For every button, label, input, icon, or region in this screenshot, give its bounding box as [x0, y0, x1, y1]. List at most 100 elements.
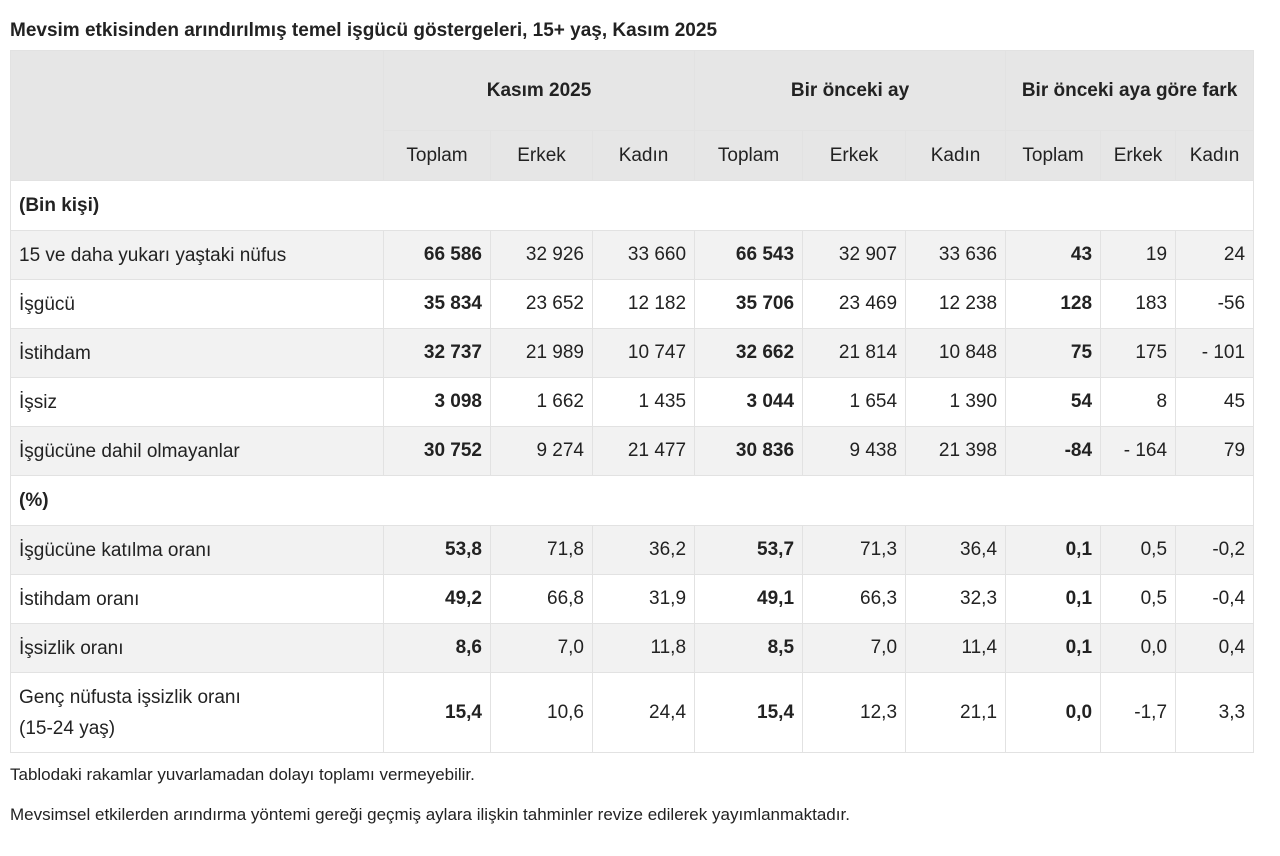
cell-value: 12 238	[905, 279, 1007, 329]
cell-value: 79	[1175, 426, 1255, 476]
cell-value: 33 660	[591, 230, 696, 280]
row-label: 15 ve daha yukarı yaştaki nüfus	[10, 230, 384, 280]
data-row: İstihdam oranı 49,2 66,8 31,9 49,1 66,3 32,3 0,…	[10, 574, 1255, 624]
cell-value: 175	[1100, 328, 1177, 378]
cell-value: 10,6	[490, 672, 593, 753]
column-header: Toplam	[694, 130, 804, 181]
row-label: İşgücüne katılma oranı	[10, 525, 384, 575]
cell-value: 75	[1005, 328, 1102, 378]
note: Tablodaki rakamlar yuvarlamadan dolayı t…	[10, 765, 475, 784]
cell-value: 21 477	[591, 426, 696, 476]
data-row: İşgücüne katılma oranı 53,8 71,8 36,2 53,7 71…	[10, 525, 1255, 575]
cell-value: 8	[1100, 377, 1177, 427]
row-label: İstihdam	[10, 328, 384, 378]
cell-value: 36,2	[591, 525, 696, 575]
cell-value: 21 989	[490, 328, 593, 378]
cell-value: 32 907	[802, 230, 907, 280]
column-header: Erkek	[802, 130, 907, 181]
cell-value: 66 543	[694, 230, 804, 280]
row-label: İşgücüne dahil olmayanlar	[10, 426, 384, 476]
cell-value: 1 654	[802, 377, 907, 427]
column-header: Kadın	[1175, 130, 1255, 181]
cell-value: 0,5	[1100, 574, 1177, 624]
cell-value: -1,7	[1100, 672, 1177, 753]
cell-value: 32,3	[905, 574, 1007, 624]
cell-value: 66,3	[802, 574, 907, 624]
cell-value: 66,8	[490, 574, 593, 624]
section-label: (%)	[9, 475, 1255, 526]
cell-value: 30 752	[383, 426, 491, 476]
cell-value: 19	[1100, 230, 1177, 280]
cell-value: 183	[1100, 279, 1177, 329]
cell-value: 31,9	[591, 574, 696, 624]
cell-value: 21 398	[905, 426, 1007, 476]
cell-value: 1 662	[490, 377, 593, 427]
cell-value: 23 469	[802, 279, 907, 329]
cell-value: 0,1	[1005, 574, 1102, 624]
data-row: İşsiz 3 098 1 662 1 435 3 044 1 654 1 390 54 8 45	[10, 377, 1255, 427]
cell-value: 10 848	[905, 328, 1007, 378]
column-header: Toplam	[383, 130, 491, 181]
section-label: (Bin kişi)	[9, 180, 1255, 231]
cell-value: 10 747	[591, 328, 696, 378]
cell-value: 21 814	[802, 328, 907, 378]
cell-value: 12 182	[591, 279, 696, 329]
cell-value: 54	[1005, 377, 1102, 427]
corner-cell	[10, 50, 384, 181]
cell-value: 71,3	[802, 525, 907, 575]
cell-value: 21,1	[905, 672, 1007, 753]
cell-value: 32 737	[383, 328, 491, 378]
cell-value: 128	[1005, 279, 1102, 329]
cell-value: 53,8	[383, 525, 491, 575]
cell-value: 0,1	[1005, 623, 1102, 673]
cell-value: - 101	[1175, 328, 1255, 378]
data-row: İşgücü 35 834 23 652 12 182 35 706 23 469 12 2…	[10, 279, 1255, 329]
cell-value: 7,0	[802, 623, 907, 673]
row-label: İşgücü	[10, 279, 384, 329]
cell-value: -56	[1175, 279, 1255, 329]
cell-value: 9 274	[490, 426, 593, 476]
cell-value: 15,4	[383, 672, 491, 753]
cell-value: 23 652	[490, 279, 593, 329]
cell-value: 0,0	[1005, 672, 1102, 753]
cell-value: 11,4	[905, 623, 1007, 673]
section-row: (Bin kişi)	[9, 180, 1255, 231]
cell-value: 0,5	[1100, 525, 1177, 575]
column-header: Erkek	[490, 130, 593, 181]
cell-value: -84	[1005, 426, 1102, 476]
cell-value: 49,2	[383, 574, 491, 624]
cell-value: 0,0	[1100, 623, 1177, 673]
cell-value: 32 926	[490, 230, 593, 280]
cell-value: -0,2	[1175, 525, 1255, 575]
cell-value: 3 044	[694, 377, 804, 427]
cell-value: 0,4	[1175, 623, 1255, 673]
cell-value: -0,4	[1175, 574, 1255, 624]
cell-value: 45	[1175, 377, 1255, 427]
cell-value: 3 098	[383, 377, 491, 427]
data-row: Genç nüfusta işsizlik oranı (15-24 yaş) 1…	[10, 672, 1255, 753]
row-label: İşsiz	[10, 377, 384, 427]
data-row: İşgücüne dahil olmayanlar 30 752 9 274 21 4…	[10, 426, 1255, 476]
cell-value: 53,7	[694, 525, 804, 575]
group-header: Kasım 2025	[382, 50, 696, 131]
cell-value: 8,6	[383, 623, 491, 673]
table-title: Mevsim etkisinden arındırılmış temel işg…	[10, 20, 718, 41]
cell-value: 30 836	[694, 426, 804, 476]
column-header: Toplam	[1005, 130, 1102, 181]
cell-value: 35 834	[383, 279, 491, 329]
cell-value: 66 586	[383, 230, 491, 280]
data-table: Kasım 2025 Bir önceki ay Bir önceki aya gö…	[9, 50, 1255, 753]
cell-value: 15,4	[694, 672, 804, 753]
cell-value: 49,1	[694, 574, 804, 624]
cell-value: 7,0	[490, 623, 593, 673]
cell-value: 24	[1175, 230, 1255, 280]
data-row: 15 ve daha yukarı yaştaki nüfus 66 586 32 …	[10, 230, 1255, 280]
cell-value: 36,4	[905, 525, 1007, 575]
column-header: Erkek	[1100, 130, 1177, 181]
cell-value: 35 706	[694, 279, 804, 329]
cell-value: 71,8	[490, 525, 593, 575]
cell-value: 12,3	[802, 672, 907, 753]
cell-value: 24,4	[591, 672, 696, 753]
cell-value: 1 435	[591, 377, 696, 427]
